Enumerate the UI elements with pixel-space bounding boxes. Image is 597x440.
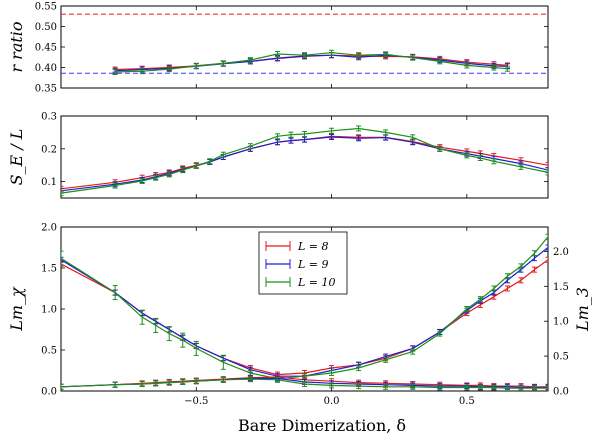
x-tick-label: 0.0 — [324, 396, 340, 407]
y-axis-label-right: Lm_3 — [573, 287, 592, 332]
y-tick-label: 0.5 — [41, 346, 57, 357]
y-tick-label: 0.35 — [35, 84, 57, 95]
legend-label: L = 9 — [297, 258, 329, 271]
axes-frame — [60, 5, 549, 89]
y-axis-label: S_E / L — [7, 129, 26, 186]
panel-2: 0.1 0.2 0.3 S_E / L — [7, 112, 549, 199]
x-tick-label: 0.5 — [459, 396, 475, 407]
x-tick-label: −0.5 — [184, 396, 208, 407]
y-tick-label: 0.2 — [41, 144, 57, 155]
y-axis-label: r ratio — [7, 21, 26, 72]
y-tick-label: 0.45 — [35, 43, 57, 54]
series-group — [61, 233, 548, 391]
series-group — [61, 125, 548, 197]
y-tick-label: 2.0 — [41, 223, 57, 234]
y-right-tick-label: 1.0 — [553, 317, 569, 328]
legend: L = 8 L = 9 L = 10 — [258, 231, 348, 295]
y-tick-label: 0.50 — [35, 22, 57, 33]
panel-1: 0.35 0.40 0.45 0.50 0.55 r ratio — [7, 2, 549, 95]
y-right-tick-label: 0.5 — [553, 352, 569, 363]
legend-item: L = 9 — [265, 258, 329, 271]
y-tick-label: 0.0 — [41, 387, 57, 398]
series-line — [115, 52, 508, 73]
legend-label: L = 8 — [297, 240, 329, 253]
y-tick-label: 0.55 — [35, 2, 57, 13]
axes-frame — [60, 115, 549, 199]
legend-item: L = 10 — [265, 276, 336, 289]
y-axis-label: Lm_χ — [7, 286, 26, 332]
y-tick-label: 0.40 — [35, 63, 57, 74]
legend-item: L = 8 — [265, 240, 329, 253]
y-tick-label: 0.3 — [41, 112, 57, 123]
legend-items: L = 8 L = 9 L = 10 — [265, 240, 336, 289]
series-group — [112, 49, 510, 76]
y-tick-label: 1.5 — [41, 264, 57, 275]
y-tick-label: 0.1 — [41, 177, 57, 188]
panels: 0.35 0.40 0.45 0.50 0.55 r ratio 0.1 0.2 0.3 S_E … — [7, 2, 592, 408]
legend-label: L = 10 — [297, 276, 336, 289]
panel-3: −0.5 0.0 0.5 0.0 0.5 1.0 1.5 2.0 0.0 0.5 1.0 1.5 2.0… — [7, 223, 592, 408]
y-right-tick-label: 1.5 — [553, 282, 569, 293]
y-right-tick-label: 2.0 — [553, 247, 569, 258]
y-right-tick-label: 0.0 — [553, 387, 569, 398]
y-tick-label: 1.0 — [41, 305, 57, 316]
x-axis-label: Bare Dimerization, δ — [238, 416, 406, 435]
legend-box — [258, 231, 348, 295]
